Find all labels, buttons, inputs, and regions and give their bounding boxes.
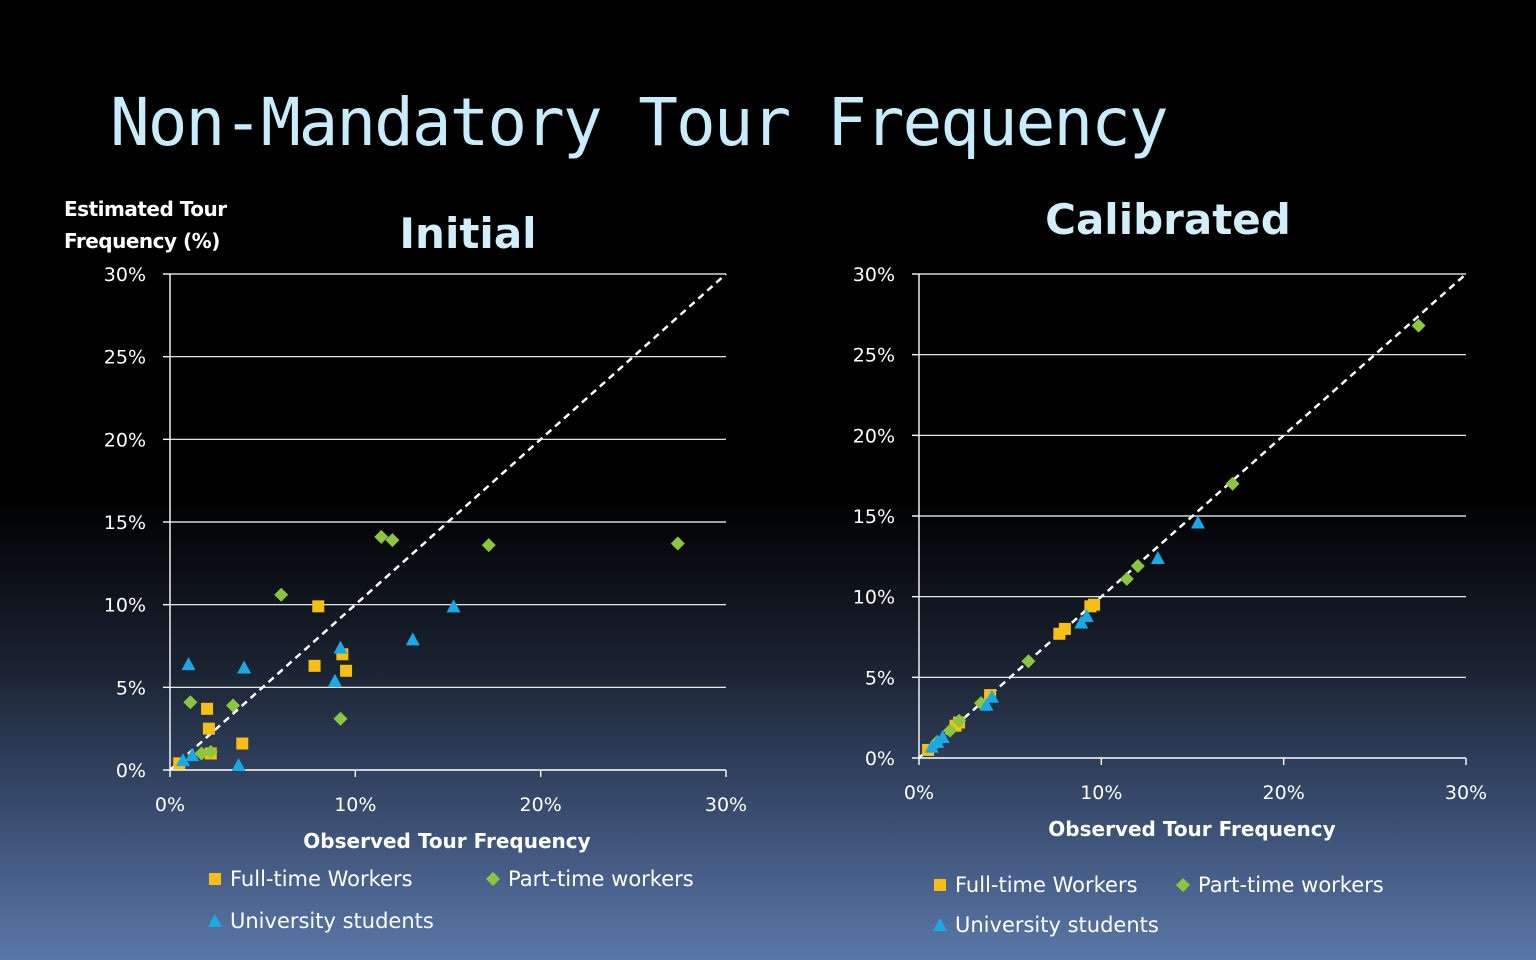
legend-label: Part-time workers [1198, 873, 1384, 897]
x-tick-label: 0% [904, 782, 934, 804]
data-point-diamond [274, 587, 289, 602]
y-tick-label: 0% [116, 760, 146, 782]
data-point-diamond [226, 698, 241, 713]
data-point-triangle [185, 748, 200, 762]
x-tick-label: 10% [1080, 782, 1122, 804]
data-point-square [201, 702, 214, 715]
y-tick-label: 20% [104, 429, 146, 451]
data-point-diamond [1411, 318, 1426, 333]
y-tick-label: 0% [865, 748, 895, 770]
x-tick-label: 30% [1445, 782, 1487, 804]
data-point-triangle [984, 689, 999, 703]
y-tick-label: 10% [853, 587, 895, 609]
data-point-triangle [237, 660, 252, 674]
data-point-diamond [374, 529, 389, 544]
data-point-diamond [670, 536, 685, 551]
y-axis-label: Estimated Tour [64, 197, 227, 221]
chart-initial: Initial Estimated Tour Frequency (%) 0% 5% 10… [64, 197, 747, 933]
legend-label: Full-time Workers [955, 873, 1138, 897]
data-point-triangle [181, 657, 196, 671]
data-point-triangle [1190, 515, 1205, 529]
data-point-diamond [952, 713, 967, 728]
data-point-diamond [385, 533, 400, 548]
data-point-square [312, 600, 325, 613]
x-axis-label: Observed Tour Frequency [303, 829, 590, 853]
data-point-diamond [1130, 559, 1145, 574]
data-point-diamond [183, 695, 198, 710]
data-point-diamond [1119, 571, 1134, 586]
y-tick-label: 10% [104, 595, 146, 617]
data-point-triangle [935, 730, 950, 744]
data-point-triangle [405, 632, 420, 646]
x-tick-label: 20% [520, 794, 562, 816]
data-point-triangle [327, 673, 342, 687]
data-point-diamond [942, 723, 957, 738]
legend-marker-triangle [933, 918, 947, 931]
y-tick-label: 25% [853, 345, 895, 367]
x-tick-label: 10% [334, 794, 376, 816]
legend-label: University students [230, 909, 434, 933]
data-point-square [1058, 622, 1071, 635]
legend-label: Part-time workers [508, 867, 694, 891]
data-point-diamond [1225, 476, 1240, 491]
data-point-diamond [333, 711, 348, 726]
chart-title: Calibrated [1045, 195, 1291, 244]
x-tick-label: 20% [1263, 782, 1305, 804]
y-tick-label: 5% [865, 667, 895, 689]
legend-marker-triangle [208, 914, 222, 927]
x-axis-label: Observed Tour Frequency [1048, 817, 1335, 841]
data-point-square [202, 722, 215, 735]
data-point-triangle [979, 697, 994, 711]
reference-line [169, 273, 727, 771]
y-tick-label: 15% [104, 512, 146, 534]
data-point-triangle [231, 758, 246, 772]
y-tick-label: 5% [116, 677, 146, 699]
data-point-triangle [446, 599, 461, 613]
data-point-diamond [194, 746, 209, 761]
x-tick-label: 0% [155, 794, 185, 816]
data-point-diamond [481, 538, 496, 553]
data-point-square [236, 737, 249, 750]
y-tick-label: 25% [104, 347, 146, 369]
legend-marker-diamond [486, 872, 500, 886]
y-tick-label: 30% [104, 264, 146, 286]
data-point-square [340, 664, 353, 677]
data-point-triangle [1150, 550, 1165, 564]
data-point-triangle [333, 640, 348, 654]
chart-calibrated: Calibrated 0% 5% 10% 15% 20% 25% 30% 0% 10% 20% 30%… [853, 195, 1487, 937]
legend-marker-square [209, 873, 221, 885]
y-tick-label: 20% [853, 425, 895, 447]
legend-marker-square [934, 879, 946, 891]
chart-title: Initial [399, 209, 536, 258]
reference-line [918, 273, 1467, 759]
y-axis-label: Frequency (%) [64, 229, 220, 253]
legend-label: University students [955, 913, 1159, 937]
slide-title: Non-Mandatory Tour Frequency [110, 84, 1169, 161]
data-point-diamond [203, 744, 218, 759]
data-point-square [1088, 598, 1101, 611]
data-point-triangle [1079, 609, 1094, 623]
data-point-square [308, 659, 321, 672]
data-point-triangle [175, 753, 190, 767]
data-point-diamond [1021, 654, 1036, 669]
legend-label: Full-time Workers [230, 867, 413, 891]
x-tick-label: 30% [705, 794, 747, 816]
legend-marker-diamond [1176, 878, 1190, 892]
y-tick-label: 30% [853, 264, 895, 286]
y-tick-label: 15% [853, 506, 895, 528]
